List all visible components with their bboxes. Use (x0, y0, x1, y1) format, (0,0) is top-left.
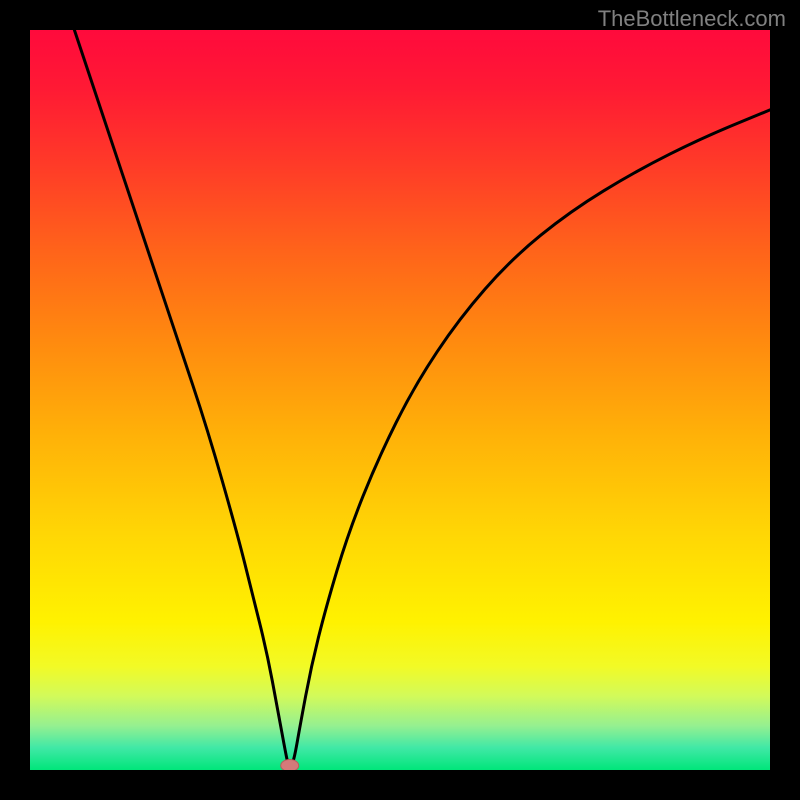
watermark-text: TheBottleneck.com (598, 6, 786, 32)
plot-area (30, 30, 770, 770)
gradient-background (30, 30, 770, 770)
